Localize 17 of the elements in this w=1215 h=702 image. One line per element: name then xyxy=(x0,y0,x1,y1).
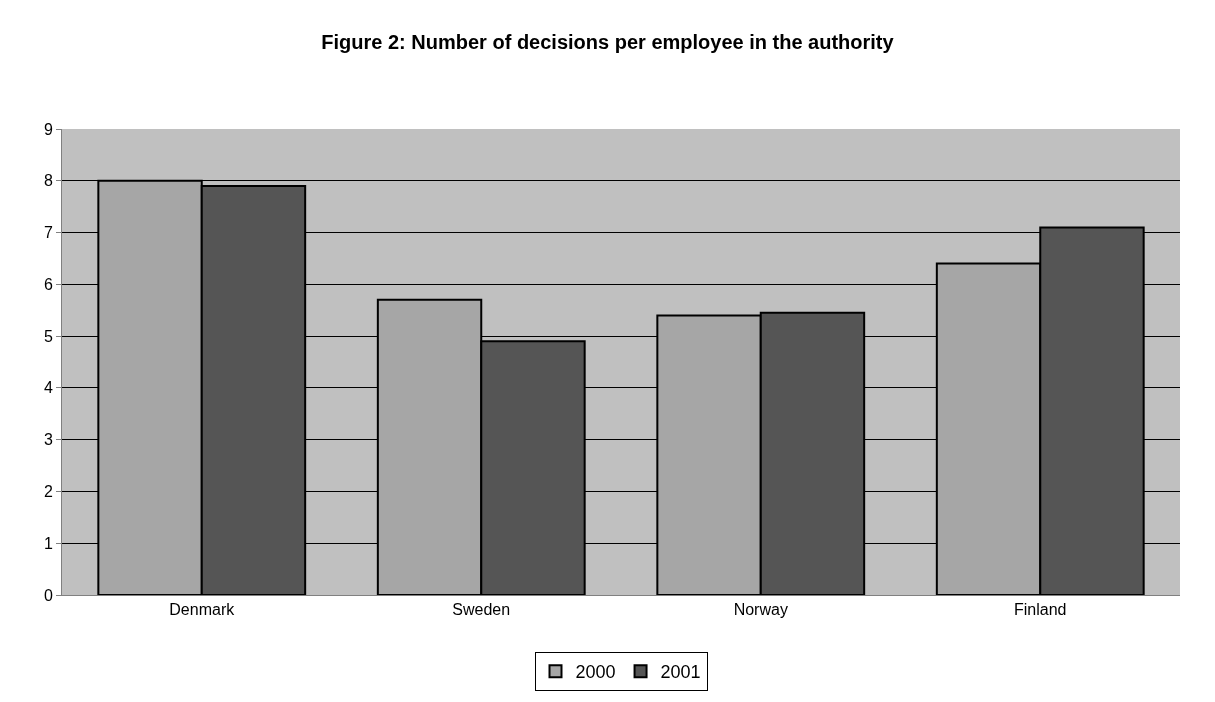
y-tick-label: 1 xyxy=(43,534,53,552)
x-tick-label: Sweden xyxy=(452,601,511,619)
chart-title: Figure 2: Number of decisions per employee in the authority xyxy=(321,31,895,54)
y-tick-label: 7 xyxy=(43,224,53,242)
y-tick-label: 5 xyxy=(43,327,53,345)
legend-label: 2000 xyxy=(575,662,616,683)
legend-label: 2001 xyxy=(660,662,701,683)
x-tick-label: Norway xyxy=(733,601,788,619)
y-tick-label: 6 xyxy=(43,275,53,293)
y-tick-label: 8 xyxy=(43,172,53,190)
x-tick-label: Denmark xyxy=(169,601,236,619)
y-tick-label: 3 xyxy=(43,431,53,449)
y-tick-label: 0 xyxy=(43,586,53,604)
y-tick-label: 4 xyxy=(43,379,53,397)
x-tick-label: Finland xyxy=(1014,601,1067,619)
y-tick-label: 9 xyxy=(43,120,53,138)
y-tick-label: 2 xyxy=(43,483,53,501)
